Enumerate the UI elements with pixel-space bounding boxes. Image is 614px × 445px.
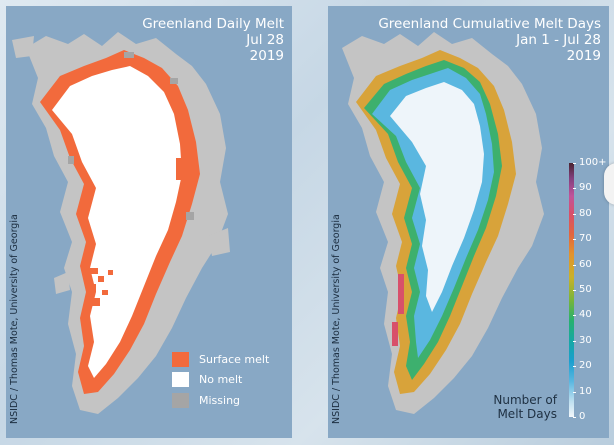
cumulative-melt-map: Greenland Cumulative Melt Days Jan 1 - J… xyxy=(328,6,609,438)
colorbar-ticks: 100+ 90 80 70 60 50 40 30 20 10 0 xyxy=(572,157,609,422)
title-line: Greenland Cumulative Melt Days xyxy=(378,16,601,32)
greenland-daily-melt-map-graphic xyxy=(12,32,230,414)
colorbar-tick: 60 xyxy=(573,259,592,270)
legend-label: No melt xyxy=(199,373,243,387)
greenland-cumulative-melt-map-graphic xyxy=(342,32,544,414)
title-year: 2019 xyxy=(249,48,284,64)
melt-legend: Surface melt No melt Missing xyxy=(172,349,269,411)
colorbar-tick: 10 xyxy=(573,386,592,397)
side-scroll-button[interactable] xyxy=(604,163,614,205)
title-date: Jul 28 xyxy=(246,32,284,48)
legend-label: Missing xyxy=(199,393,241,407)
legend-item-missing: Missing xyxy=(172,390,269,411)
colorbar-tick: 0 xyxy=(572,411,585,422)
colorbar-tick: 100+ xyxy=(572,157,606,168)
cumulative-melt-title: Greenland Cumulative Melt Days Jan 1 - J… xyxy=(378,16,601,64)
missing-pixels xyxy=(68,52,194,220)
interior-melt-patches xyxy=(86,126,190,306)
title-year: 2019 xyxy=(566,48,601,64)
no-melt-swatch xyxy=(172,372,189,388)
credit-text: NSIDC / Thomas Mote, University of Georg… xyxy=(9,214,20,424)
colorbar-label-line: Melt Days xyxy=(497,407,557,421)
credit-text: NSIDC / Thomas Mote, University of Georg… xyxy=(331,214,342,424)
melt-band-none xyxy=(390,82,484,312)
missing-swatch xyxy=(172,392,189,408)
credit-label: NSIDC / Thomas Mote, University of Georg… xyxy=(330,174,344,424)
colorbar-tick: 50 xyxy=(573,284,592,295)
credit-label: NSIDC / Thomas Mote, University of Georg… xyxy=(8,174,22,424)
surface-melt-swatch xyxy=(172,351,189,367)
colorbar-icon xyxy=(569,163,574,417)
colorbar-tick: 20 xyxy=(573,360,592,371)
no-melt-ice xyxy=(52,66,182,378)
title-line: Greenland Daily Melt xyxy=(142,16,284,32)
legend-item-surface-melt: Surface melt xyxy=(172,349,269,370)
high-melt-edges xyxy=(392,274,404,346)
colorbar-tick: 80 xyxy=(573,208,592,219)
daily-melt-title: Greenland Daily Melt Jul 28 2019 xyxy=(142,16,284,64)
colorbar-label: Number of Melt Days xyxy=(493,393,557,421)
title-date-range: Jan 1 - Jul 28 xyxy=(516,32,601,48)
colorbar-label-line: Number of xyxy=(493,393,557,407)
colorbar-tick: 30 xyxy=(573,335,592,346)
colorbar-tick: 40 xyxy=(573,309,592,320)
legend-label: Surface melt xyxy=(199,352,270,366)
legend-item-no-melt: No melt xyxy=(172,370,269,391)
colorbar-tick: 90 xyxy=(573,182,592,193)
daily-melt-map: Greenland Daily Melt Jul 28 2019 NSIDC /… xyxy=(6,6,292,438)
colorbar-tick: 70 xyxy=(573,233,592,244)
